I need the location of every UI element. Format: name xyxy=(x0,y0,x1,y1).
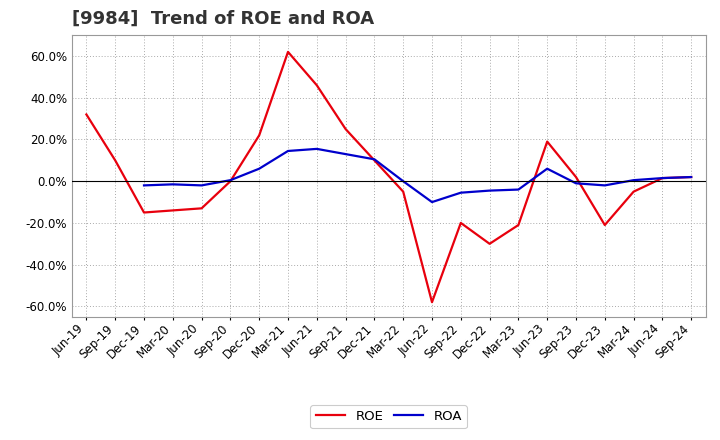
Line: ROE: ROE xyxy=(86,52,691,302)
ROE xyxy=(197,205,206,211)
ROE xyxy=(341,126,350,132)
ROA xyxy=(140,183,148,188)
Line: ROA: ROA xyxy=(144,149,691,202)
ROE xyxy=(514,222,523,227)
ROE xyxy=(140,210,148,215)
ROA xyxy=(197,183,206,188)
ROE xyxy=(658,176,667,181)
ROA xyxy=(658,176,667,181)
ROA xyxy=(284,148,292,154)
ROE xyxy=(600,222,609,227)
ROA xyxy=(399,179,408,184)
ROA xyxy=(600,183,609,188)
ROA xyxy=(687,174,696,180)
Legend: ROE, ROA: ROE, ROA xyxy=(310,405,467,429)
ROA xyxy=(255,166,264,171)
ROA xyxy=(514,187,523,192)
ROE xyxy=(255,133,264,138)
ROA xyxy=(572,181,580,186)
ROE xyxy=(226,179,235,184)
ROE xyxy=(485,241,494,246)
Text: [9984]  Trend of ROE and ROA: [9984] Trend of ROE and ROA xyxy=(72,10,374,28)
ROE xyxy=(312,83,321,88)
ROE xyxy=(399,189,408,194)
ROE xyxy=(629,189,638,194)
ROE xyxy=(168,208,177,213)
ROA xyxy=(168,182,177,187)
ROE xyxy=(572,174,580,180)
ROE xyxy=(111,158,120,163)
ROA xyxy=(456,190,465,195)
ROA xyxy=(312,146,321,151)
ROA xyxy=(226,177,235,183)
ROE xyxy=(456,220,465,226)
ROE xyxy=(370,158,379,163)
ROA xyxy=(543,166,552,171)
ROE xyxy=(543,139,552,144)
ROA xyxy=(629,177,638,183)
ROE xyxy=(284,49,292,55)
ROE xyxy=(82,112,91,117)
ROE xyxy=(428,300,436,305)
ROA xyxy=(341,151,350,157)
ROE xyxy=(687,174,696,180)
ROA xyxy=(485,188,494,193)
ROA xyxy=(428,199,436,205)
ROA xyxy=(370,157,379,162)
